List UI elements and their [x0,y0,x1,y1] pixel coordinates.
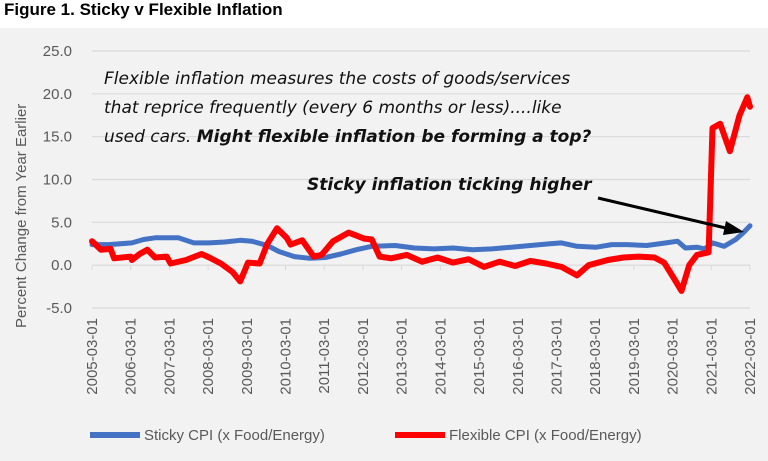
annotation-arrow [597,196,731,231]
x-tick-label: 2010-03-01 [278,318,295,395]
figure-title: Figure 1. Sticky v Flexible Inflation [4,0,283,19]
x-tick-label: 2022-03-01 [742,318,759,395]
y-tick-label: 20.0 [43,86,72,103]
legend-label: Sticky CPI (x Food/Energy) [144,427,325,444]
y-axis-label: Percent Change from Year Earlier [13,104,30,328]
x-tick-label: 2008-03-01 [200,318,217,395]
annotation-line-2: that reprice frequently (every 6 months … [104,98,562,118]
annotation-arrowhead [723,221,744,235]
x-tick-label: 2019-03-01 [626,318,643,395]
arrow-annotation: Sticky inflation ticking higher [307,175,593,195]
flexible-cpi-line [89,94,753,294]
y-tick-label: -5.0 [46,300,72,317]
x-tick-label: 2009-03-01 [239,318,256,395]
x-tick-label: 2007-03-01 [161,318,178,395]
annotation-line-1: Flexible inflation measures the costs of… [104,69,570,89]
y-tick-label: 15.0 [43,129,72,146]
y-tick-label: 0.0 [51,257,72,274]
x-tick-label: 2013-03-01 [394,318,411,395]
x-tick-label: 2005-03-01 [84,318,101,395]
y-tick-label: 5.0 [51,214,72,231]
x-tick-label: 2020-03-01 [665,318,682,395]
annotation-line-3: used cars. Might flexible inflation be f… [104,127,592,147]
x-tick-label: 2018-03-01 [587,318,604,395]
sticky-cpi-line [89,223,753,261]
x-tick-label: 2012-03-01 [355,318,372,395]
x-tick-label: 2021-03-01 [703,318,720,395]
y-tick-label: 10.0 [43,172,72,189]
x-tick-label: 2006-03-01 [123,318,140,395]
x-tick-label: 2011-03-01 [316,318,333,394]
annotation-line-3-bold: Might flexible inflation be forming a to… [197,127,592,147]
x-tick-label: 2016-03-01 [510,318,527,395]
annotation-line-3-plain: used cars. [104,127,197,147]
x-tick-label: 2015-03-01 [471,318,488,395]
x-tick-label: 2014-03-01 [432,318,449,395]
x-tick-label: 2017-03-01 [548,318,565,395]
legend-label: Flexible CPI (x Food/Energy) [449,427,642,444]
y-tick-label: 25.0 [43,43,72,60]
